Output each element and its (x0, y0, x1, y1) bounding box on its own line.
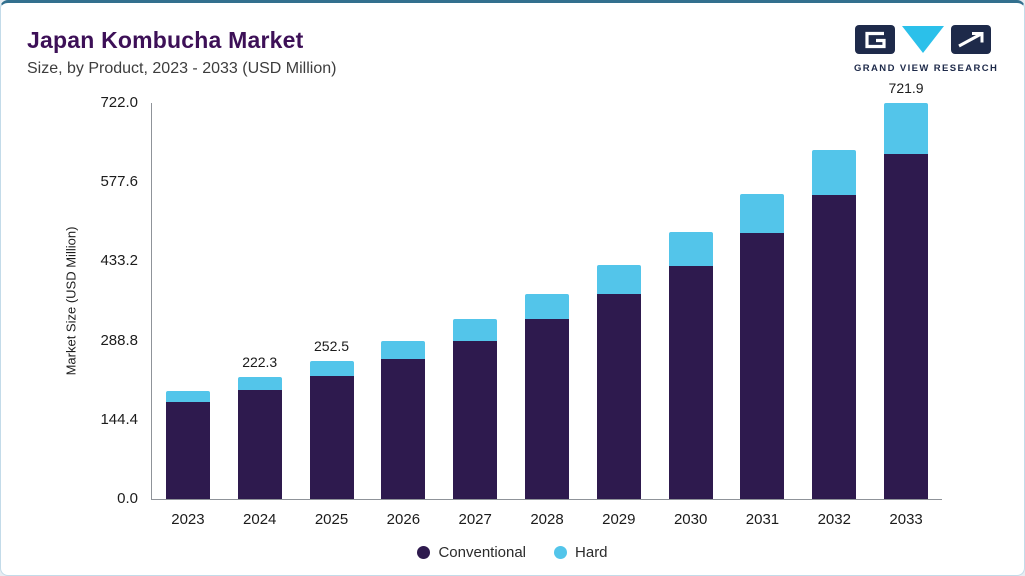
legend-label-hard: Hard (575, 544, 608, 561)
bar-group-2032 (812, 150, 857, 499)
hard-legend-dot-icon (554, 546, 568, 559)
legend-item-hard: Hard (554, 544, 608, 561)
y-tick-label: 288.8 (100, 331, 138, 349)
bar-segment-hard (381, 341, 426, 359)
gvr-logo-text: GRAND VIEW RESEARCH (854, 63, 999, 74)
y-tick-label: 0.0 (117, 490, 138, 507)
x-axis-label: 2031 (745, 511, 780, 528)
y-tick-label: 577.6 (100, 173, 138, 191)
bar-total-label: 721.9 (888, 80, 924, 97)
x-axis-label: 2029 (602, 511, 636, 528)
bar-segment-conventional (381, 358, 426, 499)
bar-group-2023 (165, 391, 210, 499)
bar-group-2026 (381, 341, 426, 499)
bar-group-2029 (596, 265, 641, 499)
bar-group-2024 (237, 377, 282, 499)
x-axis-label: 2026 (386, 511, 421, 528)
x-axis-label: 2023 (171, 511, 205, 528)
bar-group-2025 (309, 360, 354, 499)
bar-segment-hard (453, 319, 498, 341)
bar-segment-conventional (309, 376, 354, 499)
gvr-logo-mark-icon (855, 25, 991, 54)
y-tick-label: 433.2 (100, 252, 138, 270)
x-axis-label: 2032 (817, 511, 851, 528)
x-axis-label: 2028 (530, 511, 564, 528)
chart-header: Japan Kombucha Market Size, by Product, … (27, 27, 336, 78)
bar-group-2030 (668, 232, 713, 499)
bar-segment-hard (596, 265, 641, 295)
bar-segment-hard (884, 103, 929, 154)
bar-segment-hard (237, 377, 282, 391)
bar-segment-conventional (668, 265, 713, 499)
bar-segment-conventional (165, 402, 210, 499)
bar-segment-hard (812, 150, 857, 195)
bar-segment-hard (165, 391, 210, 403)
legend-label-conventional: Conventional (438, 544, 527, 561)
bar-segment-conventional (237, 390, 282, 499)
bar-segment-hard (525, 294, 569, 320)
x-axis-label: 2024 (243, 511, 277, 528)
y-tick-label: 144.4 (100, 410, 138, 428)
grand-view-research-logo: GRAND VIEW RESEARCH (854, 25, 999, 74)
bar-segment-hard (740, 194, 785, 233)
bar-group-2033 (884, 103, 929, 499)
bar-total-label: 222.3 (242, 354, 278, 371)
y-tick-label: 722.0 (100, 94, 138, 111)
chart-subtitle: Size, by Product, 2023 - 2033 (USD Milli… (27, 60, 337, 77)
bar-total-label: 252.5 (314, 337, 350, 354)
bar-segment-conventional (740, 232, 785, 499)
bar-segment-conventional (812, 194, 857, 499)
x-axis-label: 2025 (314, 511, 349, 528)
x-axis-label: 2033 (889, 511, 923, 528)
y-axis-title: Market Size (USD Million) (63, 226, 79, 376)
plot-area: 0.0 144.4 288.8 433.2 577.6 722.0 2023 222.3 202… (100, 80, 942, 528)
chart-title: Japan Kombucha Market (27, 27, 304, 53)
bar-segment-conventional (596, 294, 641, 499)
bar-group-2028 (525, 294, 569, 499)
conventional-legend-dot-icon (417, 546, 431, 559)
bar-segment-conventional (525, 319, 569, 499)
bar-segment-hard (668, 232, 713, 266)
legend-item-conventional: Conventional (417, 544, 526, 561)
legend: Conventional Hard (1, 544, 1024, 561)
x-axis-label: 2030 (673, 511, 708, 528)
x-axis-label: 2027 (458, 511, 492, 528)
bar-segment-conventional (453, 340, 498, 499)
bar-group-2027 (453, 319, 498, 499)
bar-segment-hard (309, 360, 354, 377)
bar-segment-conventional (884, 153, 929, 499)
bar-group-2031 (740, 194, 785, 499)
